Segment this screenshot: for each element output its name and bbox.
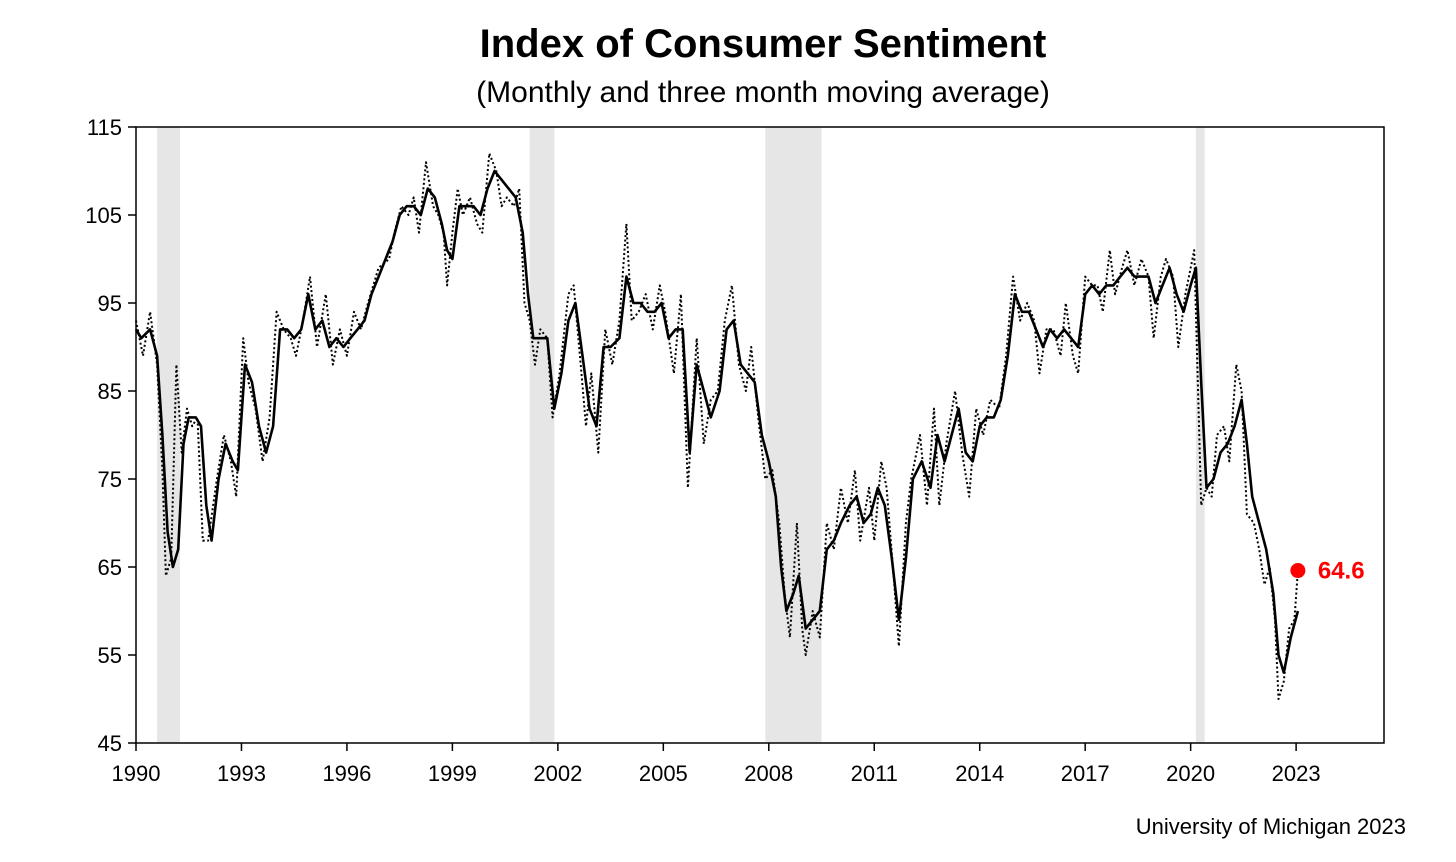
x-tick-label: 2023 (1272, 761, 1321, 786)
y-tick-label: 45 (98, 731, 122, 756)
chart-subtitle: (Monthly and three month moving average) (476, 76, 1050, 109)
x-tick-label: 2017 (1061, 761, 1110, 786)
y-axis: 45 55 65 75 85 95 105 115 (85, 115, 136, 756)
latest-value-dot (1290, 563, 1306, 579)
y-tick-label: 75 (98, 467, 122, 492)
plot-frame (135, 126, 1385, 744)
recession-band (1195, 127, 1205, 743)
x-tick-label: 1999 (428, 761, 477, 786)
y-tick-label: 115 (87, 115, 122, 140)
x-tick-label: 2020 (1166, 761, 1215, 786)
recession-band (529, 127, 555, 743)
recession-band (765, 127, 822, 743)
recession-bands (157, 127, 1205, 743)
x-tick-label: 1990 (112, 761, 161, 786)
x-tick-label: 2002 (533, 761, 582, 786)
x-tick-label: 1996 (322, 761, 371, 786)
chart-title: Index of Consumer Sentiment (479, 22, 1047, 66)
y-tick-label: 105 (85, 203, 122, 228)
y-tick-label: 65 (98, 555, 122, 580)
y-tick-label: 85 (98, 379, 122, 404)
x-tick-label: 2008 (744, 761, 793, 786)
x-tick-label: 1993 (217, 761, 266, 786)
latest-value-label: 64.6 (1318, 558, 1365, 585)
moving-average-line (134, 169, 1300, 674)
x-tick-label: 2014 (955, 761, 1004, 786)
x-axis: 1990 1993 1996 1999 2002 2005 2008 2011 2014 2017… (112, 743, 1321, 786)
chart-source: University of Michigan 2023 (1135, 814, 1406, 839)
recession-band (157, 127, 180, 743)
y-tick-label: 55 (98, 643, 122, 668)
x-tick-label: 2005 (639, 761, 688, 786)
highlight: 64.6 (1290, 558, 1365, 585)
series-lines (134, 152, 1300, 700)
monthly-series-line (135, 152, 1299, 700)
y-tick-label: 95 (98, 291, 122, 316)
x-tick-label: 2011 (851, 761, 898, 786)
